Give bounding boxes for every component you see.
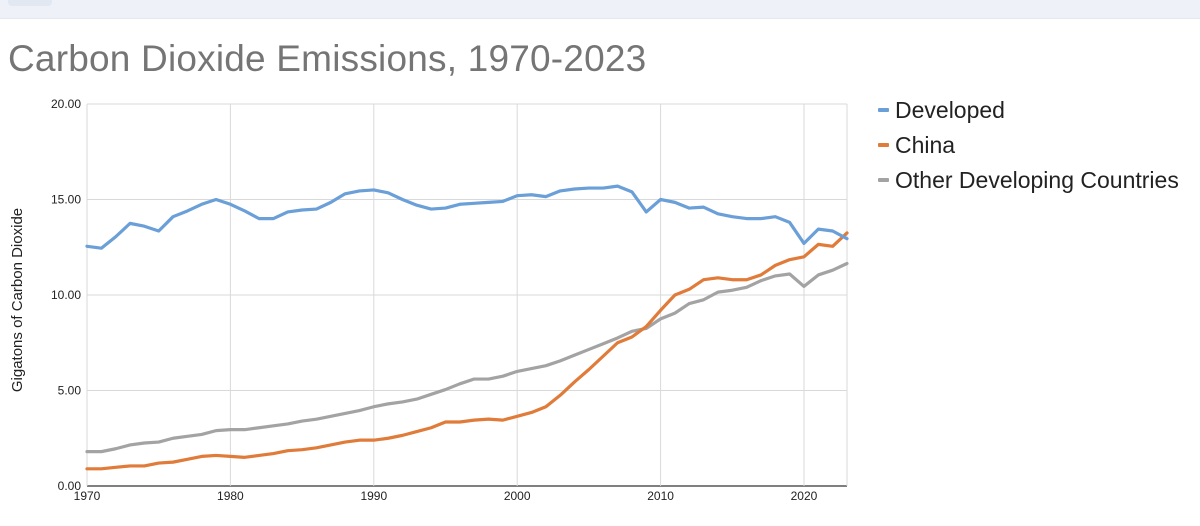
series-lines — [85, 184, 849, 471]
y-tick-label: 15.00 — [51, 193, 81, 207]
y-tick-label: 20.00 — [51, 97, 81, 111]
legend-swatch-developed — [878, 108, 889, 112]
x-axis-ticks: 1970 1980 1990 2000 2010 2020 — [74, 489, 818, 503]
y-tick-label: 0.00 — [58, 479, 82, 493]
grid-lines — [86, 103, 848, 487]
legend-swatch-other-developing-countries — [878, 178, 889, 182]
x-tick-label: 1980 — [217, 489, 244, 503]
series-line-other-developing-countries — [85, 261, 849, 454]
legend-label-other-developing-countries: Other Developing Countries — [895, 167, 1179, 193]
legend-swatch-china — [878, 143, 889, 147]
top-bar-tab[interactable] — [8, 0, 52, 6]
legend: Developed China Other Developing Countries — [878, 97, 1179, 193]
y-axis-ticks: 0.00 5.00 10.00 15.00 20.00 — [51, 97, 81, 493]
top-browser-bar — [0, 0, 1200, 19]
y-axis-label: Gigatons of Carbon Dioxide — [9, 208, 26, 392]
x-tick-label: 2010 — [647, 489, 674, 503]
y-tick-label: 10.00 — [51, 288, 81, 302]
legend-label-china: China — [895, 132, 955, 158]
x-tick-label: 1990 — [360, 489, 387, 503]
y-tick-label: 5.00 — [58, 384, 82, 398]
x-tick-label: 2020 — [791, 489, 818, 503]
series-line-china — [85, 231, 849, 471]
x-tick-label: 2000 — [504, 489, 531, 503]
chart-title: Carbon Dioxide Emissions, 1970-2023 — [8, 38, 647, 79]
legend-label-developed: Developed — [895, 97, 1005, 123]
series-line-developed — [85, 184, 849, 250]
x-tick-label: 1970 — [74, 489, 101, 503]
